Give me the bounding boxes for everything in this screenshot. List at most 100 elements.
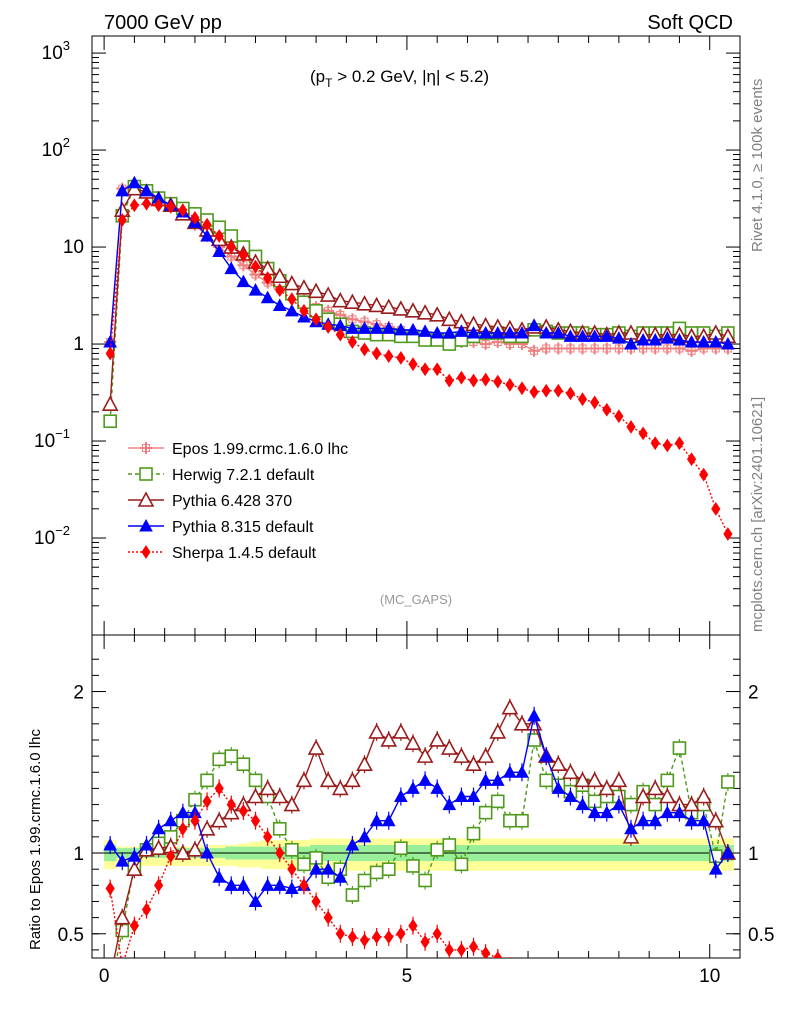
ratio-point-pythia-6-428-370 xyxy=(380,731,398,747)
ratio-point-pythia-8-315-default xyxy=(418,773,432,786)
ratio-point-sherpa-1-4-5-default xyxy=(250,813,261,828)
main-point-pythia-8-315-default xyxy=(357,321,372,334)
main-point-pythia-8-315-default xyxy=(478,325,493,339)
ratio-point-pythia-8-315-default xyxy=(684,813,699,827)
ratio-point-pythia-6-428-370 xyxy=(658,787,676,804)
ratio-point-pythia-8-315-default xyxy=(551,781,566,794)
ratio-ytick-label-right: 0.5 xyxy=(748,925,774,946)
main-point-sherpa-1-4-5-default xyxy=(117,213,127,227)
main-point-epos-1-99-crmc-1-6-0-lhc-box xyxy=(530,346,539,355)
ratio-point-pythia-8-315-default xyxy=(490,773,505,786)
main-point-pythia-6-428-370 xyxy=(440,310,458,327)
main-point-epos-1-99-crmc-1-6-0-lhc-box xyxy=(590,344,599,353)
ratio-point-sherpa-1-4-5-default xyxy=(214,781,224,796)
ratio-point-herwig-7-2-1-default xyxy=(430,842,444,857)
ratio-point-pythia-8-315-default xyxy=(587,805,602,819)
main-point-pythia-6-428-370 xyxy=(404,302,422,318)
main-point-sherpa-1-4-5-default xyxy=(129,198,139,213)
ratio-point-pythia-8-315-default xyxy=(321,862,336,875)
ratio-point-pythia-8-315-default xyxy=(163,813,178,827)
legend-marker-herwig-7-2-1-default xyxy=(139,467,153,481)
ratio-point-pythia-8-315-default xyxy=(406,781,420,794)
ratio-point-sherpa-1-4-5-default xyxy=(299,878,309,893)
ratio-point-pythia-8-315-default xyxy=(115,854,130,867)
ratio-point-pythia-8-315-default xyxy=(599,805,614,819)
ratio-point-pythia-6-428-370 xyxy=(392,723,410,739)
ratio-point-herwig-7-2-1-default xyxy=(272,821,287,836)
main-point-pythia-8-315-default xyxy=(539,325,554,339)
main-point-pythia-6-428-370 xyxy=(101,395,119,411)
main-point-pythia-6-428-370 xyxy=(319,286,337,302)
ytick-base: 10 xyxy=(42,140,63,161)
ratio-point-pythia-6-428-370 xyxy=(113,908,131,925)
ratio-point-sherpa-1-4-5-default xyxy=(724,1007,732,1019)
ratio-point-pythia-6-428-370 xyxy=(174,844,192,860)
main-series-sherpa-1-4-5-default xyxy=(105,196,733,541)
main-point-sherpa-1-4-5-default xyxy=(444,373,454,388)
ratio-line-pythia-8-315-default xyxy=(109,715,729,903)
ratio-point-sherpa-1-4-5-default xyxy=(384,930,394,944)
ratio-point-sherpa-1-4-5-default xyxy=(542,973,550,985)
ratio-point-pythia-6-428-370 xyxy=(477,747,494,763)
ratio-point-pythia-6-428-370 xyxy=(210,812,228,828)
main-point-pythia-8-315-default xyxy=(599,329,614,342)
ratio-point-sherpa-1-4-5-default xyxy=(712,1005,720,1017)
main-point-sherpa-1-4-5-default xyxy=(372,346,382,361)
main-point-pythia-6-428-370 xyxy=(307,282,325,299)
ratio-point-pythia-8-315-default xyxy=(708,862,723,875)
ratio-point-sherpa-1-4-5-default xyxy=(688,1002,696,1014)
ratio-frame xyxy=(91,634,741,959)
cuts-label: (pT > 0.2 GeV, |η| < 5.2) xyxy=(310,67,489,90)
main-point-pythia-8-315-default xyxy=(224,261,239,275)
ratio-point-sherpa-1-4-5-default xyxy=(311,894,321,909)
main-point-sherpa-1-4-5-default xyxy=(323,320,333,334)
main-point-sherpa-1-4-5-default xyxy=(456,370,467,385)
ratio-point-sherpa-1-4-5-default xyxy=(129,918,139,933)
main-point-epos-1-99-crmc-1-6-0-lhc xyxy=(612,342,625,355)
main-point-pythia-6-428-370 xyxy=(368,296,385,313)
main-point-pythia-8-315-default xyxy=(260,290,275,304)
main-point-pythia-8-315-default xyxy=(490,325,505,339)
main-point-pythia-8-315-default xyxy=(418,324,432,337)
ratio-point-pythia-8-315-default xyxy=(430,781,445,794)
ratio-point-pythia-6-428-370 xyxy=(440,739,458,755)
ratio-point-pythia-8-315-default xyxy=(478,773,493,786)
ratio-point-herwig-7-2-1-default xyxy=(503,813,517,828)
ratio-point-herwig-7-2-1-default xyxy=(660,773,675,788)
ratio-point-herwig-7-2-1-default xyxy=(394,841,408,855)
ratio-point-sherpa-1-4-5-default xyxy=(554,976,562,988)
ratio-panel: 0 5 10 0.5 0.5 1 1 2 2 xyxy=(58,634,774,1019)
main-point-pythia-8-315-default xyxy=(636,332,650,346)
main-point-sherpa-1-4-5-default xyxy=(311,312,321,327)
ratio-point-herwig-7-2-1-default xyxy=(442,838,457,852)
ratio-point-herwig-7-2-1-default xyxy=(248,773,263,788)
ratio-point-pythia-8-315-default xyxy=(212,870,227,883)
ratio-ytick-label: 2 xyxy=(73,683,84,704)
ratio-point-pythia-6-428-370 xyxy=(356,755,373,771)
main-point-pythia-6-428-370 xyxy=(295,279,313,295)
ratio-point-sherpa-1-4-5-default xyxy=(420,934,430,949)
ratio-point-herwig-7-2-1-default xyxy=(212,752,226,767)
ratio-point-pythia-8-315-default xyxy=(345,837,360,851)
main-point-pythia-8-315-default xyxy=(612,331,626,344)
main-point-sherpa-1-4-5-default xyxy=(686,452,697,467)
ratio-point-herwig-7-2-1-default xyxy=(406,859,420,873)
main-point-epos-1-99-crmc-1-6-0-lhc xyxy=(600,342,613,355)
ratio-ylabel: Ratio to Epos 1.99.crmc.1.6.0 lhc xyxy=(27,729,44,950)
ratio-point-sherpa-1-4-5-default xyxy=(468,939,479,954)
main-point-epos-1-99-crmc-1-6-0-lhc-box xyxy=(614,344,623,353)
ratio-point-pythia-6-428-370 xyxy=(513,715,531,731)
ratio-point-herwig-7-2-1-default xyxy=(454,857,469,872)
ratio-ytick-label-right: 2 xyxy=(748,683,759,704)
ratio-point-sherpa-1-4-5-default xyxy=(287,862,297,877)
legend-marker-epos-1-99-crmc-1-6-0-lhc xyxy=(140,442,152,454)
main-point-sherpa-1-4-5-default xyxy=(335,327,345,342)
main-point-pythia-8-315-default xyxy=(212,244,227,257)
main-point-epos-1-99-crmc-1-6-0-lhc xyxy=(564,342,577,355)
ytick-exp: −1 xyxy=(55,426,70,441)
ratio-point-sherpa-1-4-5-default xyxy=(347,930,358,944)
main-point-pythia-8-315-default xyxy=(563,329,578,342)
ratio-point-sherpa-1-4-5-default xyxy=(105,881,115,896)
main-point-sherpa-1-4-5-default xyxy=(577,392,588,407)
ratio-point-pythia-8-315-default xyxy=(442,797,457,811)
